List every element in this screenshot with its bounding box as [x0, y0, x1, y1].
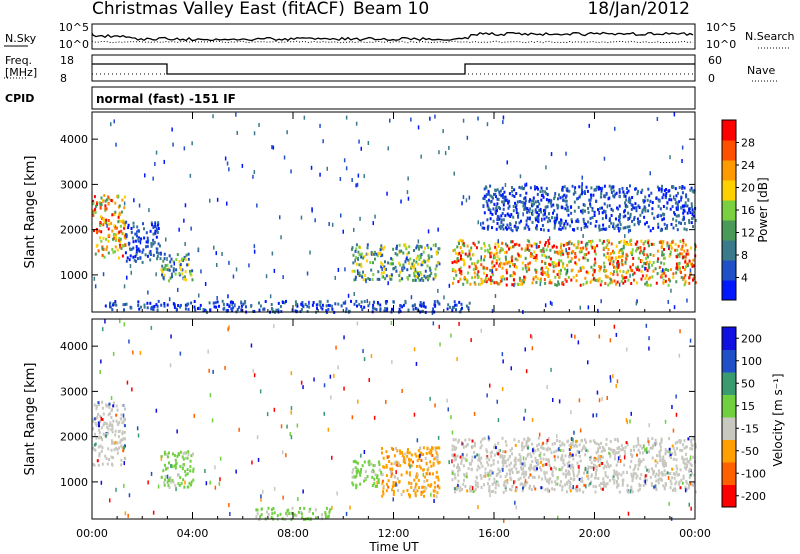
velocity-echo-region — [381, 446, 441, 499]
power-colorbar: 4 8 12 16 20 24 28 — [721, 119, 755, 301]
power-echo-region — [193, 299, 471, 314]
velocity-colorbar-tick: -200 — [741, 490, 766, 503]
velocity-echo-cells — [92, 319, 697, 523]
nsearch-tick-top: 10^5 — [706, 21, 736, 34]
cpid-label: CPID — [5, 92, 34, 105]
power-echo-cells — [92, 112, 697, 315]
velocity-y-tick-label: 1000 — [60, 476, 88, 489]
velocity-ylabel: Slant Range [km] — [23, 363, 38, 476]
power-echo-region — [124, 220, 162, 264]
cpid-panel: CPID normal (fast) -151 IF — [5, 86, 696, 110]
nave-tick-bottom: 0 — [708, 72, 715, 85]
nave-tick-top: 60 — [708, 54, 722, 67]
power-scattered-echoes — [93, 112, 692, 315]
frequency-line — [92, 63, 695, 75]
velocity-y-tick-label: 4000 — [60, 340, 88, 353]
velocity-y-tick-label: 2000 — [60, 431, 88, 444]
x-tick-label: 08:00 — [277, 527, 309, 540]
x-tick-label: 16:00 — [478, 527, 510, 540]
time-axis-label: Time UT — [368, 540, 419, 554]
nsky-label: N.Sky — [5, 32, 37, 45]
date-label: 18/Jan/2012 — [587, 0, 690, 19]
nsearch-tick-bottom: 10^0 — [706, 38, 736, 51]
power-y-tick-label: 4000 — [60, 133, 88, 146]
station-title: Christmas Valley East (fitACF) — [92, 0, 345, 19]
x-tick-label: 20:00 — [579, 527, 611, 540]
cpid-text: normal (fast) -151 IF — [96, 92, 236, 106]
nsky-panel: N.Sky 10^5 10^0 10^5 10^0 N.Search — [4, 21, 795, 51]
x-tick-label: 04:00 — [177, 527, 209, 540]
velocity-scattered-echoes — [99, 319, 692, 523]
power-colorbar-tick: 16 — [741, 204, 755, 217]
beam-label: Beam 10 — [353, 0, 429, 19]
power-colorbar-tick: 28 — [741, 137, 755, 150]
velocity-colorbar-tick: 100 — [741, 355, 762, 368]
velocity-colorbar-tick: 200 — [741, 332, 762, 345]
power-echo-region — [104, 299, 193, 312]
velocity-colorbar-tick: -50 — [741, 445, 759, 458]
nsearch-label: N.Search — [745, 30, 795, 43]
velocity-echo-region — [351, 459, 383, 490]
velocity-colorbar-tick: -15 — [741, 422, 759, 435]
power-colorbar-tick: 20 — [741, 182, 755, 195]
power-echo-region — [159, 252, 194, 283]
power-y-tick-label: 1000 — [60, 269, 88, 282]
nsky-noise-line — [91, 31, 694, 42]
freq-tick-bottom: 8 — [60, 72, 67, 85]
power-panel: 1000 2000 3000 4000 Slant Range [km] 4 8 12 16… — [23, 111, 770, 315]
nave-label: Nave — [747, 64, 775, 77]
power-y-tick-label: 2000 — [60, 224, 88, 237]
power-echo-region — [451, 238, 697, 287]
power-colorbar-tick: 24 — [741, 159, 755, 172]
power-ylabel: Slant Range [km] — [23, 156, 38, 269]
power-colorbar-tick: 8 — [741, 249, 748, 262]
velocity-colorbar-tick: 15 — [741, 400, 755, 413]
velocity-y-tick-label: 3000 — [60, 385, 88, 398]
velocity-echo-region — [92, 400, 127, 467]
freq-label-line1: Freq. — [5, 54, 32, 67]
nsky-tick-bottom: 10^0 — [59, 38, 89, 51]
velocity-colorbar-tick: 50 — [741, 377, 755, 390]
power-colorbar-tick: 4 — [741, 272, 748, 285]
power-echo-region — [481, 184, 697, 233]
x-tick-label: 00:00 — [679, 527, 711, 540]
power-echo-region — [350, 243, 441, 283]
velocity-colorbar-tick: -100 — [741, 467, 766, 480]
freq-label-line2: [MHz] — [5, 66, 37, 79]
velocity-echo-region — [451, 436, 697, 494]
x-tick-label: 12:00 — [378, 527, 410, 540]
x-tick-label: 00:00 — [76, 527, 108, 540]
freq-panel: Freq. [MHz] 18 8 60 0 Nave — [4, 54, 778, 85]
nsky-tick-top: 10^5 — [59, 21, 89, 34]
velocity-echo-region — [160, 450, 195, 489]
velocity-colorbar-label: Velocity [m s⁻¹] — [771, 373, 785, 466]
nsearch-noise-line — [91, 40, 694, 44]
power-echo-region — [92, 194, 127, 260]
power-colorbar-tick: 12 — [741, 227, 755, 240]
power-colorbar-label: Power [dB] — [756, 177, 770, 242]
velocity-colorbar: 200 100 50 15 -15 -50 -100 -200 — [721, 326, 766, 508]
power-y-tick-label: 3000 — [60, 178, 88, 191]
freq-tick-top: 18 — [60, 54, 74, 67]
velocity-panel: 1000 2000 3000 4000 00:00 04:00 08:00 12:00 16:0… — [23, 318, 785, 554]
